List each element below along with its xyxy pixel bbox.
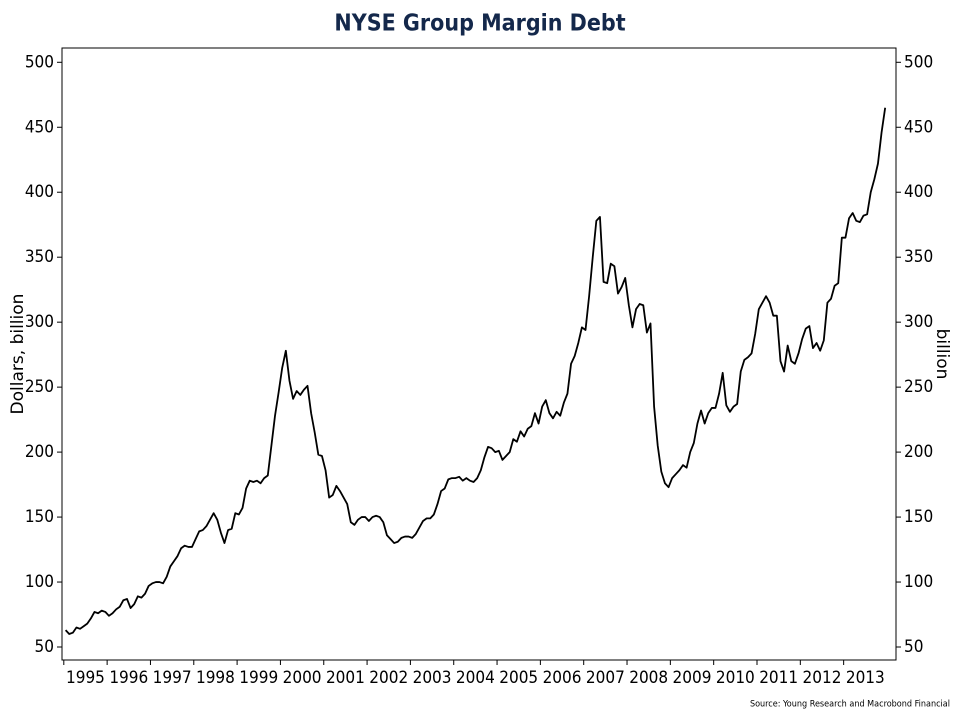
source-note: Source: Young Research and Macrobond Fin… xyxy=(750,700,950,710)
x-tick-label: 1997 xyxy=(153,668,192,688)
x-tick-label: 2004 xyxy=(456,668,495,688)
plot-frame xyxy=(61,47,897,661)
x-tick-label: 2002 xyxy=(369,668,408,688)
chart-title: NYSE Group Margin Debt xyxy=(334,11,625,37)
y-tick-label: 350 xyxy=(25,247,54,267)
x-tick-label: 2011 xyxy=(759,668,798,688)
y-tick-label: 300 xyxy=(25,312,54,332)
y2-tick-label: 100 xyxy=(904,572,933,592)
y2-tick-label: 200 xyxy=(904,442,933,462)
x-tick-label: 2001 xyxy=(326,668,365,688)
y-tick-label: 150 xyxy=(25,507,54,527)
y2-axis-label: billion xyxy=(932,329,952,380)
x-tick-label: 1996 xyxy=(109,668,148,688)
x-tick-label: 2000 xyxy=(283,668,322,688)
data-line xyxy=(64,107,887,635)
x-tick-label: 2005 xyxy=(499,668,538,688)
x-tick-label: 2010 xyxy=(716,668,755,688)
x-tick-label: 2012 xyxy=(803,668,842,688)
y2-tick-label: 400 xyxy=(904,182,933,202)
y2-tick-label: 300 xyxy=(904,312,933,332)
y2-tick-label: 150 xyxy=(904,507,933,527)
x-tick-label: 2006 xyxy=(543,668,582,688)
x-tick-label: 1999 xyxy=(239,668,278,688)
y-tick-label: 50 xyxy=(35,637,54,657)
y2-tick-label: 50 xyxy=(904,637,923,657)
x-tick-label: 2008 xyxy=(629,668,668,688)
y-tick-label: 500 xyxy=(25,52,54,72)
y2-tick-label: 450 xyxy=(904,117,933,137)
x-tick-label: 2007 xyxy=(586,668,625,688)
y-tick-label: 200 xyxy=(25,442,54,462)
y-tick-label: 400 xyxy=(25,182,54,202)
y2-tick-label: 250 xyxy=(904,377,933,397)
y-axis-label: Dollars, billion xyxy=(8,294,28,415)
x-tick-label: 2013 xyxy=(846,668,885,688)
y2-tick-label: 500 xyxy=(904,52,933,72)
x-tick-label: 1995 xyxy=(66,668,105,688)
y-tick-label: 100 xyxy=(25,572,54,592)
x-tick-label: 1998 xyxy=(196,668,235,688)
y2-tick-label: 350 xyxy=(904,247,933,267)
x-tick-label: 2009 xyxy=(673,668,712,688)
y-tick-label: 250 xyxy=(25,377,54,397)
y-tick-label: 450 xyxy=(25,117,54,137)
x-tick-label: 2003 xyxy=(413,668,452,688)
